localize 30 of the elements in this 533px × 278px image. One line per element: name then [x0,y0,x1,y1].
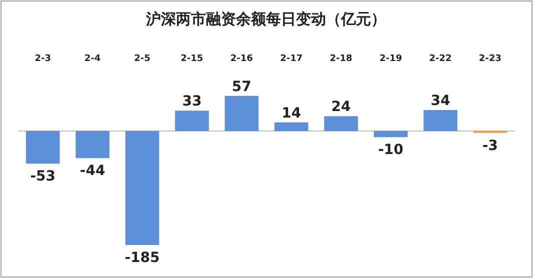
x-tick-label: 2-19 [379,54,402,64]
x-tick-label: 2-23 [478,54,502,64]
data-label: -3 [482,138,498,154]
data-label: 24 [331,99,352,116]
bar [26,131,60,164]
x-tick-label: 2-17 [280,54,303,64]
bar [274,122,308,131]
bar [224,96,259,131]
data-label: -53 [30,168,56,185]
x-tick-label: 2-16 [230,54,253,64]
x-tick-label: 2-5 [134,54,150,64]
data-label: -10 [378,142,404,158]
bar [374,131,408,138]
data-label: -44 [80,163,106,180]
x-tick-label: 2-22 [429,54,452,64]
data-label: 33 [182,94,202,110]
x-tick-label: 2-3 [34,54,51,64]
bar [175,110,209,131]
data-label: -185 [124,250,160,266]
data-label: 14 [282,105,302,122]
data-label: 34 [430,93,450,110]
chart-title: 沪深两市融资余额每日变动（亿元） [145,10,386,28]
bar [424,110,458,131]
bar [125,131,160,245]
bar [324,116,358,131]
x-tick-label: 2-15 [180,54,204,64]
data-label: 57 [232,78,252,95]
bar [76,131,110,158]
x-tick-label: 2-18 [330,54,352,64]
x-tick-label: 2-4 [84,54,101,64]
